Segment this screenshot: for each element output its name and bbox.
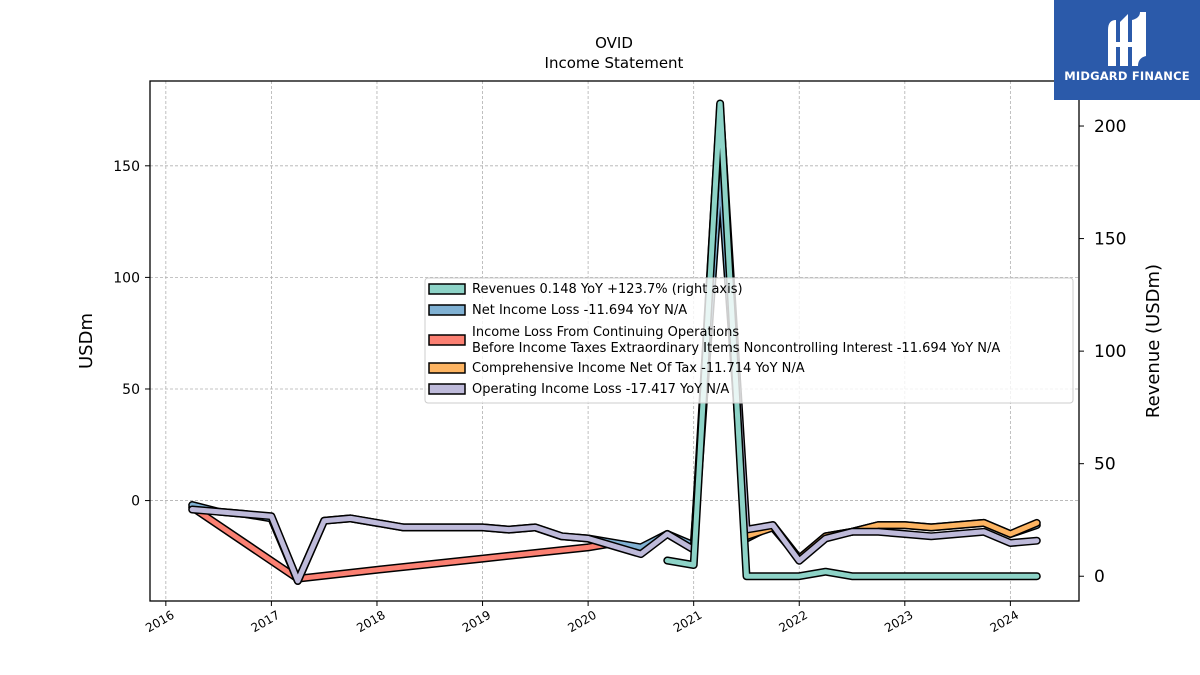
y2-axis-label: Revenue (USDm) (1143, 264, 1164, 418)
legend: Revenues 0.148 YoY +123.7% (right axis) N… (424, 277, 1074, 404)
series-line (189, 105, 1040, 584)
x-tick-label: 2018 (354, 608, 387, 635)
x-tick-label: 2022 (777, 608, 810, 635)
y2-tick-label: 100 (1094, 342, 1126, 362)
legend-label: Revenues 0.148 YoY +123.7% (right axis) (472, 282, 743, 297)
y2-tick-label: 200 (1094, 117, 1126, 137)
y-tick-label: 50 (122, 382, 140, 398)
y-tick-label: 100 (113, 270, 140, 286)
brand-name: MIDGARD FINANCE (1064, 69, 1190, 83)
series-line (189, 504, 617, 582)
chart-title: OVID (595, 34, 633, 52)
series-4 (188, 103, 1041, 585)
midgard-logo-icon (1108, 12, 1146, 66)
legend-label: Before Income Taxes Extraordinary Items … (472, 341, 1000, 356)
series-lines (188, 99, 1041, 585)
chart-subtitle: Income Statement (545, 54, 684, 72)
legend-swatch (428, 362, 466, 374)
y-tick-label: 150 (113, 159, 140, 175)
legend-swatch (428, 334, 466, 346)
y2-tick-label: 150 (1094, 230, 1126, 250)
x-tick-label: 2017 (249, 608, 282, 635)
plot-frame (149, 80, 1080, 602)
legend-label: Comprehensive Income Net Of Tax -11.714 … (472, 361, 805, 376)
x-tick-label: 2019 (460, 608, 493, 635)
x-tick-label: 2021 (671, 608, 704, 635)
y2-tick-label: 0 (1094, 567, 1105, 587)
brand-logo: MIDGARD FINANCE (1054, 0, 1200, 100)
x-tick-label: 2023 (882, 608, 915, 635)
series-2 (188, 503, 619, 583)
x-tick-label: 2016 (143, 608, 176, 635)
y-axis-label: USDm (76, 313, 97, 369)
y-tick-label: 0 (131, 494, 140, 510)
y2-tick-label: 50 (1094, 455, 1116, 475)
legend-label: Income Loss From Continuing Operations (472, 325, 739, 340)
legend-swatch (428, 383, 466, 395)
x-tick-label: 2024 (988, 608, 1021, 635)
x-tick-label: 2020 (565, 608, 598, 635)
legend-label: Net Income Loss -11.694 YoY N/A (472, 303, 687, 318)
legend-swatch (428, 304, 466, 316)
legend-swatch (428, 283, 466, 295)
legend-label: Operating Income Loss -17.417 YoY N/A (472, 382, 729, 397)
legend-box (424, 277, 1074, 404)
